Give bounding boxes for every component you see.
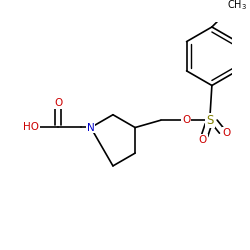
Text: S: S [206,114,214,127]
Text: CH$_3$: CH$_3$ [226,0,246,12]
Text: HO: HO [23,122,39,132]
Text: O: O [54,98,62,108]
Text: O: O [222,128,231,138]
Text: O: O [182,115,190,125]
Text: O: O [199,135,207,145]
Text: N: N [87,122,95,132]
